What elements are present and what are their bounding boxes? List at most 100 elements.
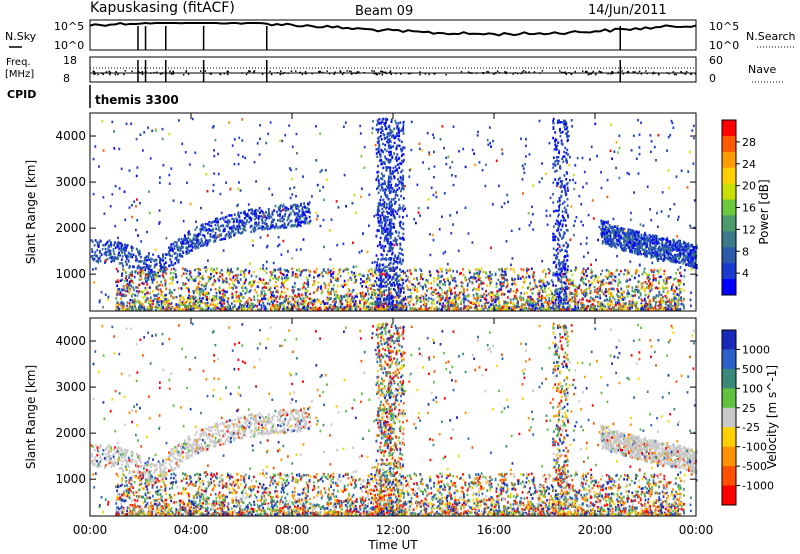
power-point — [671, 298, 673, 301]
power-point — [592, 306, 594, 309]
power-point — [618, 291, 621, 294]
power-point — [221, 224, 224, 227]
nave-dot — [219, 73, 222, 76]
power-point — [418, 282, 420, 285]
power-point — [188, 249, 191, 253]
nave-dot — [117, 73, 119, 76]
power-point — [637, 289, 640, 292]
power-point — [151, 279, 154, 282]
power-point — [640, 233, 643, 237]
power-point — [645, 242, 648, 245]
power-point — [93, 244, 96, 247]
power-point — [127, 286, 130, 289]
power-point — [321, 271, 323, 274]
power-point — [258, 226, 261, 230]
power-point — [230, 278, 233, 282]
power-point — [528, 308, 530, 312]
power-point — [285, 300, 288, 303]
power-point — [298, 308, 301, 312]
power-point — [232, 308, 235, 312]
power-point — [429, 307, 432, 310]
power-point — [299, 272, 302, 276]
power-point — [644, 305, 646, 308]
power-point — [154, 271, 157, 275]
power-point — [171, 246, 173, 249]
nave-dot — [350, 70, 352, 73]
power-point — [253, 295, 255, 298]
power-point — [174, 273, 177, 276]
power-point — [637, 234, 640, 238]
power-point — [94, 254, 97, 257]
power-point — [162, 300, 165, 304]
power-point — [324, 283, 327, 287]
power-point — [604, 230, 607, 234]
power-point — [568, 282, 570, 285]
power-point — [190, 275, 193, 278]
power-point — [116, 284, 118, 287]
power-point — [263, 227, 266, 231]
power-point — [267, 208, 270, 212]
power-point — [614, 231, 616, 234]
power-point — [639, 292, 642, 295]
power-point — [623, 228, 626, 231]
power-point — [448, 305, 451, 308]
power-point — [371, 306, 374, 310]
power-point — [135, 259, 137, 262]
power-point — [632, 239, 635, 242]
power-point — [655, 279, 657, 282]
power-point — [144, 258, 146, 262]
power-point — [606, 232, 609, 235]
power-point — [250, 230, 253, 234]
power-point — [197, 239, 200, 242]
power-point — [253, 210, 256, 213]
power-point — [623, 240, 625, 244]
power-point — [122, 248, 124, 251]
power-point — [626, 237, 629, 240]
power-point — [259, 299, 261, 303]
power-point — [661, 307, 663, 310]
power-point — [110, 256, 112, 260]
power-point — [653, 248, 656, 252]
power-point — [273, 209, 275, 212]
power-point — [175, 296, 178, 299]
power-point — [169, 254, 171, 257]
power-point — [674, 248, 677, 251]
power-point — [162, 253, 164, 256]
power-point — [366, 305, 368, 309]
nave-dot — [319, 70, 321, 73]
nave-dot — [93, 71, 95, 73]
power-point — [257, 227, 260, 230]
power-point — [627, 228, 630, 231]
power-point — [228, 274, 230, 277]
power-point — [114, 241, 116, 244]
power-point — [310, 307, 313, 310]
power-point — [218, 226, 220, 229]
power-point — [178, 237, 181, 241]
power-point — [227, 230, 230, 234]
nave-dot — [210, 73, 212, 75]
power-point — [171, 306, 174, 310]
power-point — [176, 255, 179, 258]
power-point — [433, 289, 436, 292]
power-point — [313, 282, 316, 285]
power-point — [616, 227, 619, 230]
nave-dot — [227, 71, 229, 73]
power-point — [265, 286, 267, 289]
power-point — [279, 302, 281, 305]
power-point — [218, 290, 221, 293]
power-point — [368, 293, 371, 296]
nave-dot — [343, 71, 345, 74]
power-point — [127, 256, 129, 259]
power-point — [127, 251, 130, 255]
power-point — [246, 302, 249, 306]
power-point — [122, 268, 124, 271]
power-point — [232, 276, 235, 279]
power-point — [656, 308, 659, 311]
power-point — [172, 249, 174, 253]
power-point — [271, 307, 273, 310]
power-point — [281, 216, 284, 220]
nave-dot — [595, 72, 597, 74]
power-point — [118, 302, 121, 306]
power-point — [131, 255, 134, 259]
power-point — [280, 293, 282, 296]
